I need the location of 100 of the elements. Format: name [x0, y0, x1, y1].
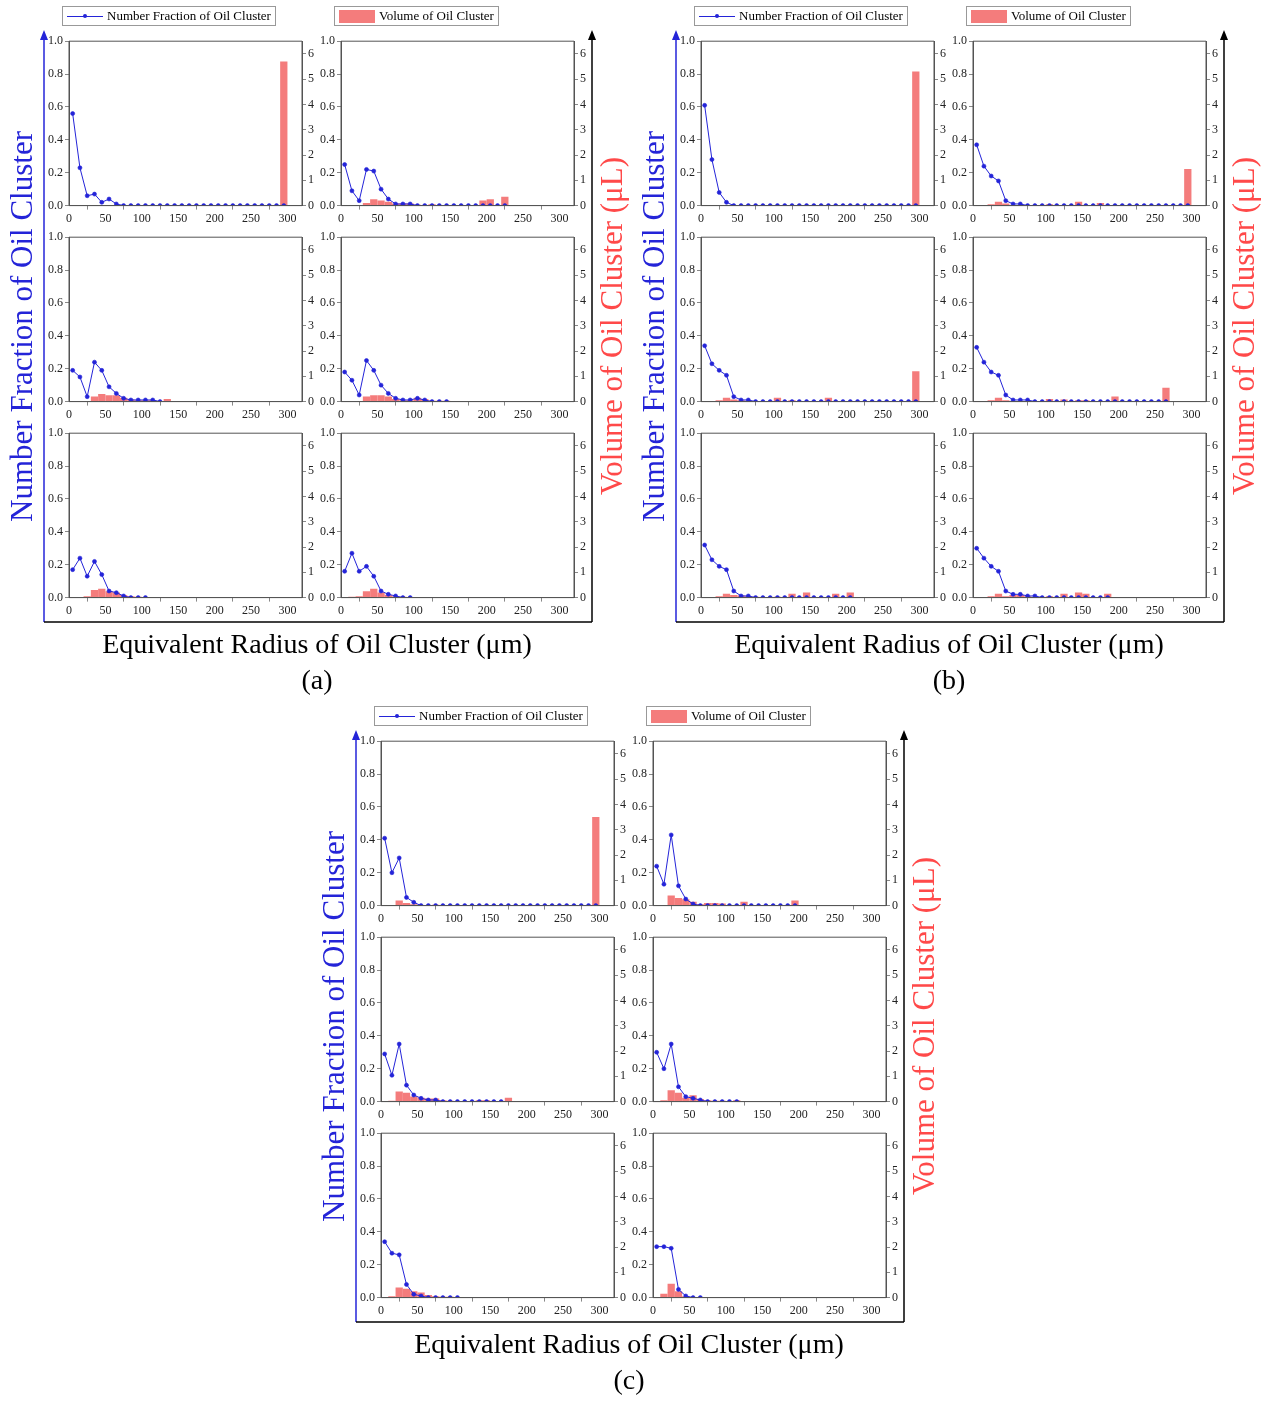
y2-tick-label: 0	[580, 589, 586, 604]
y2-tick-label: 3	[1212, 121, 1218, 136]
y-tick-label: 0.6	[952, 99, 967, 114]
x-tick-label: 250	[1146, 602, 1165, 617]
y2-tick-label: 3	[892, 821, 898, 836]
x-tick-label: 150	[801, 406, 820, 421]
x-tick-label: 200	[517, 910, 536, 925]
y-tick-label: 0.0	[320, 589, 335, 604]
y2-tick-label: 3	[620, 821, 626, 836]
x-tick-label: 50	[731, 602, 744, 617]
y2-tick-label: 3	[308, 121, 314, 136]
x-tick-label: 50	[99, 602, 112, 617]
x-tick-label: 250	[826, 1302, 845, 1317]
y2-tick-label: 6	[940, 46, 946, 60]
y-tick-label: 0.8	[632, 962, 647, 977]
x-tick-label: 200	[205, 210, 224, 225]
y-tick-label: 0.8	[320, 262, 335, 277]
x-tick-label: 300	[910, 602, 929, 617]
y-tick-label: 0.8	[680, 262, 695, 277]
y2-tick-label: 2	[892, 1043, 898, 1058]
y-tick-label: 0.0	[48, 393, 63, 408]
text: (a)	[300, 664, 334, 696]
x-tick-label: 300	[278, 406, 297, 421]
y-tick-label: 0.6	[952, 491, 967, 506]
y2-tick-label: 0	[940, 197, 946, 212]
y2-tick-label: 4	[1212, 96, 1218, 111]
y-tick-label: 0.2	[48, 164, 63, 179]
y-tick-label: 0.6	[680, 491, 695, 506]
x-tick-label: 50	[371, 406, 384, 421]
y2-tick-label: 0	[892, 897, 898, 912]
x-tick-label: 100	[764, 602, 783, 617]
legend-label: Volume of Oil Cluster	[691, 708, 806, 724]
y2-tick-label: 3	[892, 1017, 898, 1032]
y2-tick-label: 2	[1212, 147, 1218, 162]
y2-tick-label: 4	[308, 292, 314, 307]
x-tick-label: 150	[481, 1302, 500, 1317]
y-tick-label: 0.2	[360, 864, 375, 879]
x-tick-label: 150	[801, 602, 820, 617]
x-tick-label: 50	[411, 1106, 424, 1121]
y2-tick-label: 6	[940, 438, 946, 452]
x-tick-label: 150	[169, 210, 188, 225]
y-tick-label: 0.8	[48, 66, 63, 81]
y2-tick-label: 3	[308, 317, 314, 332]
y-tick-label: 0.6	[48, 295, 63, 310]
y2-tick-label: 4	[620, 1188, 626, 1203]
x-tick-label: 50	[731, 406, 744, 421]
y-tick-label: 0.4	[952, 524, 967, 538]
y2-tick-label: 5	[620, 771, 626, 786]
x-tick-label: 300	[550, 602, 569, 617]
x-tick-label: 300	[862, 910, 881, 925]
x-tick-label: 0	[338, 210, 344, 225]
x-tick-label: 150	[801, 210, 820, 225]
y2-tick-label: 0	[1212, 197, 1218, 212]
x-tick-label: 50	[1003, 602, 1016, 617]
y2-tick-label: 5	[1212, 71, 1218, 86]
y-tick-label: 0.2	[632, 864, 647, 879]
y-tick-label: 0.8	[360, 962, 375, 977]
x-tick-label: 200	[837, 406, 856, 421]
x-tick-label: 0	[378, 910, 384, 925]
y-tick-label: 0.0	[48, 589, 63, 604]
y2-tick-label: 6	[308, 438, 314, 452]
y-tick-label: 0.6	[48, 491, 63, 506]
y-tick-label: 0.8	[952, 66, 967, 81]
y-tick-label: 1.0	[320, 229, 335, 244]
x-tick-label: 50	[371, 210, 384, 225]
y-tick-label: 0.4	[952, 328, 967, 342]
y2-tick-label: 1	[892, 872, 898, 887]
y-tick-label: 0.6	[632, 799, 647, 814]
y2-tick-label: 1	[892, 1264, 898, 1279]
legend-label: Volume of Oil Cluster	[1011, 8, 1126, 24]
y-tick-label: 0.6	[632, 995, 647, 1010]
y2-tick-label: 2	[580, 147, 586, 162]
y2-tick-label: 5	[1212, 267, 1218, 282]
y-tick-label: 0.4	[632, 1224, 647, 1238]
y2-tick-label: 2	[892, 847, 898, 862]
y-tick-label: 1.0	[952, 229, 967, 244]
y2-tick-label: 6	[620, 942, 626, 956]
x-tick-label: 300	[910, 210, 929, 225]
text: (b)	[931, 664, 967, 696]
x-tick-label: 300	[862, 1302, 881, 1317]
x-tick-label: 300	[278, 602, 297, 617]
y2-tick-label: 4	[1212, 488, 1218, 503]
y2-tick-label: 2	[620, 1239, 626, 1254]
x-tick-label: 0	[66, 210, 72, 225]
y2-tick-label: 6	[308, 242, 314, 256]
y-tick-label: 0.4	[680, 132, 695, 146]
x-tick-label: 200	[789, 910, 808, 925]
y2-tick-label: 0	[1212, 393, 1218, 408]
y2-tick-label: 5	[580, 463, 586, 478]
legend-label: Volume of Oil Cluster	[379, 8, 494, 24]
y-tick-label: 0.2	[48, 556, 63, 571]
y2-tick-label: 2	[1212, 343, 1218, 358]
y2-tick-label: 1	[1212, 564, 1218, 579]
y2-tick-label: 3	[580, 121, 586, 136]
y-tick-label: 1.0	[48, 425, 63, 440]
y2-tick-label: 0	[308, 197, 314, 212]
y2-tick-label: 6	[620, 1138, 626, 1152]
y2-tick-label: 1	[940, 564, 946, 579]
x-tick-label: 0	[378, 1106, 384, 1121]
y-tick-label: 0.0	[632, 1093, 647, 1108]
